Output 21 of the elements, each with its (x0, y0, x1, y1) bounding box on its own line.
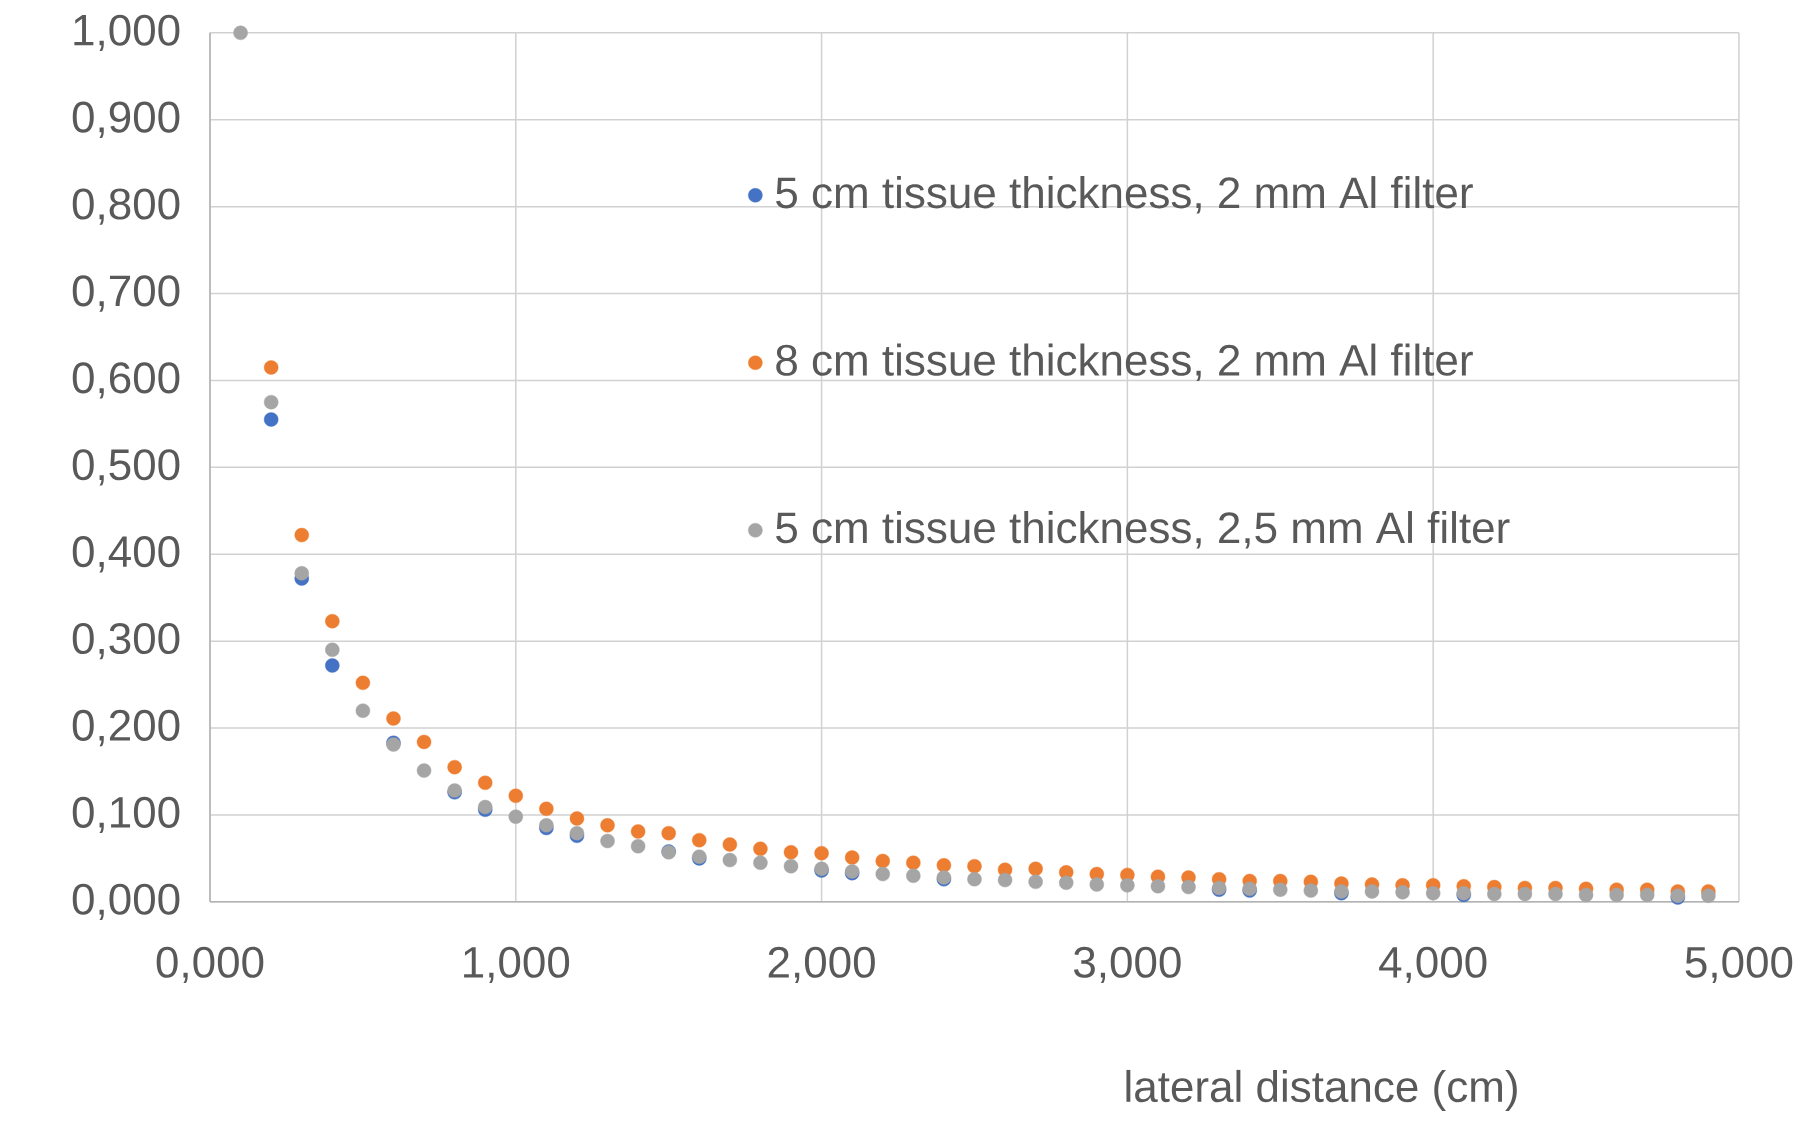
x-tick-label: 2,000 (768, 946, 875, 984)
y-tick-label: 0,500 (72, 449, 180, 486)
y-tick-label: 0,300 (72, 623, 180, 660)
y-tick-label: 0,000 (72, 883, 180, 921)
y-tick-label: 0,100 (72, 796, 180, 834)
x-tick-label: 5,000 (1685, 946, 1793, 984)
y-tick-label: 1,000 (74, 14, 180, 52)
legend-label: 5 cm tissue thickness, 2 mm Al filter (776, 176, 1473, 214)
y-tick-label: 0,400 (72, 536, 180, 573)
y-tick-label: 0,900 (72, 101, 180, 139)
x-tick-label: 1,000 (464, 946, 570, 984)
legend-label: 5 cm tissue thickness, 2,5 mm Al filter (776, 511, 1510, 549)
y-tick-label: 0,700 (72, 275, 180, 312)
x-axis-title: lateral distance (cm) (1126, 1070, 1517, 1112)
legend-label: 8 cm tissue thickness, 2 mm Al filter (776, 343, 1473, 382)
x-tick-label: 0,000 (156, 946, 264, 984)
y-tick-label: 0,600 (72, 362, 180, 399)
y-tick-label: 0,200 (72, 710, 180, 747)
y-tick-label: 0,800 (72, 188, 180, 226)
x-tick-label: 4,000 (1379, 946, 1487, 984)
x-tick-label: 3,000 (1074, 946, 1181, 984)
